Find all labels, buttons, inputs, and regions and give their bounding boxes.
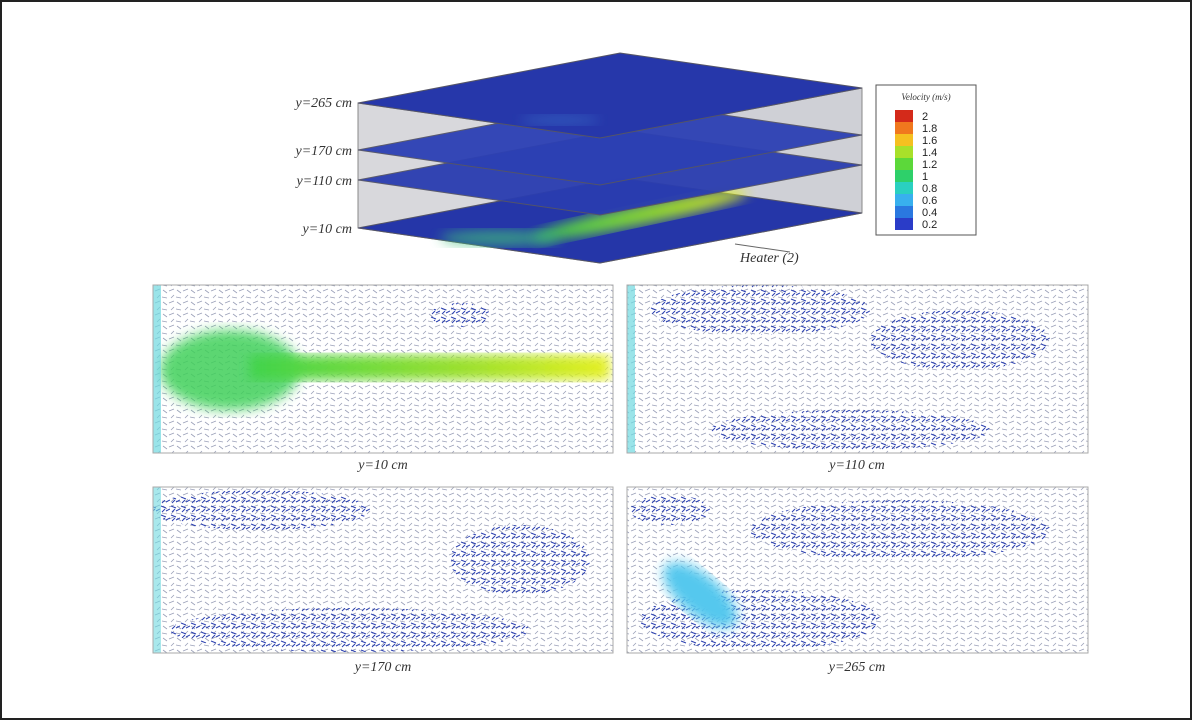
slice-label: y=265 cm bbox=[294, 96, 353, 111]
figure: y=265 cm y=170 cm y=110 cm y=10 cm Heate… bbox=[0, 0, 1192, 720]
panel bbox=[150, 487, 613, 653]
slice-label: y=110 cm bbox=[295, 174, 352, 189]
legend-label: 1.2 bbox=[922, 159, 937, 171]
legend-label: 0.4 bbox=[922, 207, 937, 219]
legend-label: 1.8 bbox=[922, 123, 937, 135]
legend-label: 1.4 bbox=[922, 147, 937, 159]
legend-swatch bbox=[895, 170, 913, 182]
legend-title: Velocity (m/s) bbox=[901, 92, 950, 102]
slice-label: y=170 cm bbox=[294, 144, 353, 159]
legend-swatch bbox=[895, 194, 913, 206]
legend-swatch bbox=[895, 218, 913, 230]
legend-label: 2 bbox=[922, 111, 928, 123]
panel bbox=[627, 487, 1088, 653]
panel bbox=[153, 285, 613, 453]
panel-caption: y=10 cm bbox=[356, 458, 408, 473]
legend-swatch bbox=[895, 110, 913, 122]
panel-caption: y=170 cm bbox=[353, 660, 412, 675]
box-3d: y=265 cm y=170 cm y=110 cm y=10 cm Heate… bbox=[294, 53, 863, 266]
legend: Velocity (m/s) 21.81.61.41.210.80.60.40.… bbox=[876, 85, 976, 235]
legend-swatch bbox=[895, 206, 913, 218]
legend-label: 0.6 bbox=[922, 195, 937, 207]
slice-label: y=10 cm bbox=[301, 222, 353, 237]
legend-label: 0.8 bbox=[922, 183, 937, 195]
legend-label: 0.2 bbox=[922, 219, 937, 231]
legend-swatch bbox=[895, 146, 913, 158]
legend-swatch bbox=[895, 158, 913, 170]
heater-label: Heater (2) bbox=[739, 251, 799, 266]
legend-swatch bbox=[895, 182, 913, 194]
panel-caption: y=110 cm bbox=[827, 458, 884, 473]
panel bbox=[627, 285, 1088, 453]
legend-swatch bbox=[895, 122, 913, 134]
legend-label: 1 bbox=[922, 171, 928, 183]
panel-caption: y=265 cm bbox=[827, 660, 886, 675]
legend-swatch bbox=[895, 134, 913, 146]
legend-label: 1.6 bbox=[922, 135, 937, 147]
